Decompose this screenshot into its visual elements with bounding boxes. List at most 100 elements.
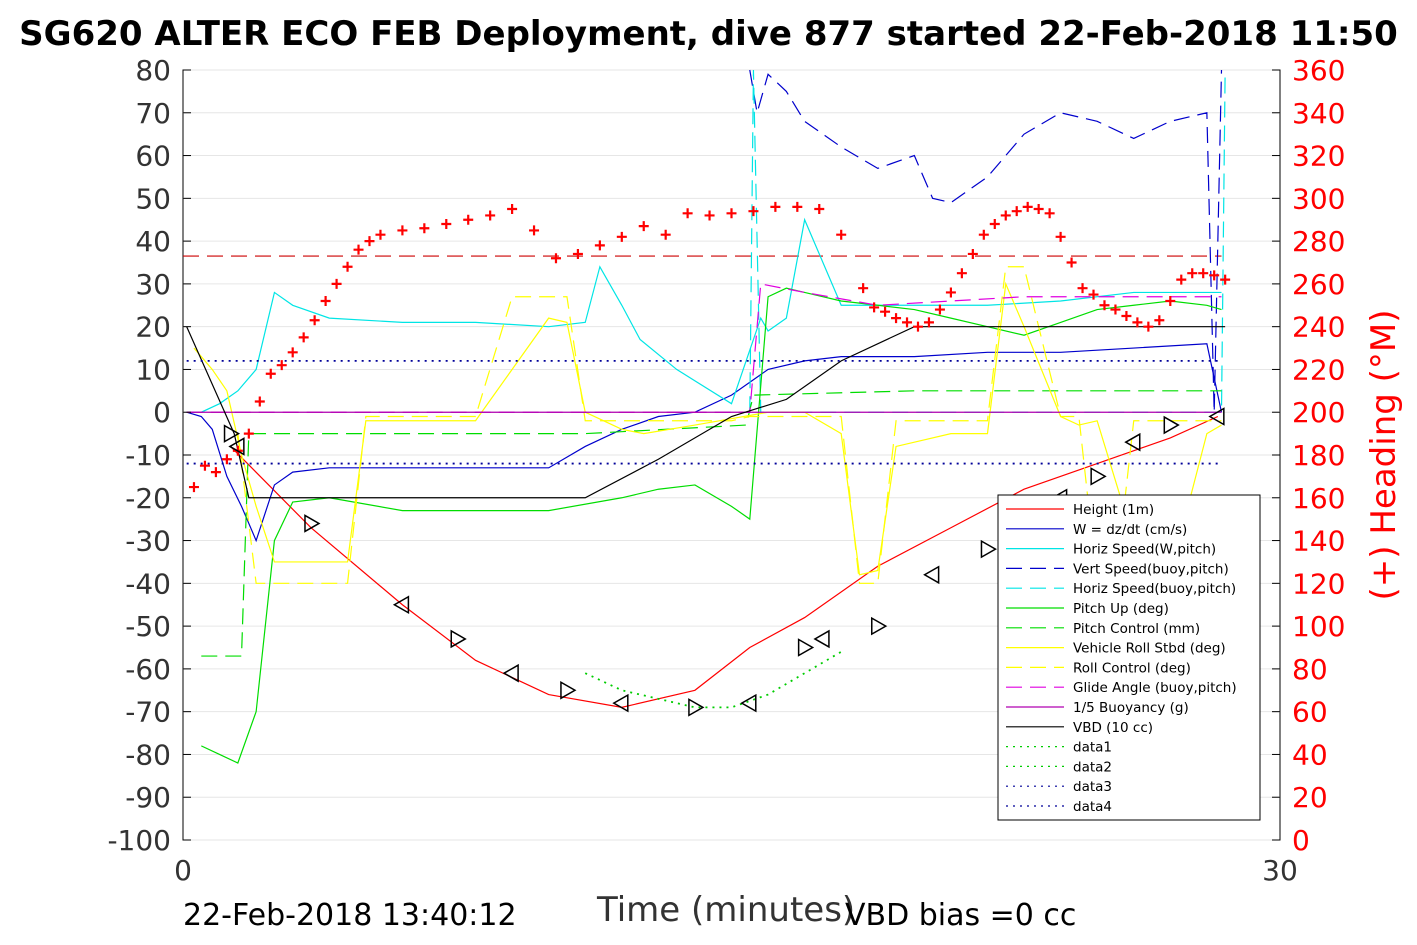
y-tick-label: -20: [125, 482, 171, 515]
heading-point: [320, 296, 331, 306]
heading-point: [507, 204, 518, 215]
right-tick-label: 100: [1292, 610, 1345, 643]
heading-point: [397, 225, 408, 236]
y-tick-label: 60: [135, 140, 171, 173]
triangle-marker: [1163, 415, 1180, 435]
legend-label: data1: [1073, 740, 1112, 756]
heading-point: [1220, 274, 1231, 285]
triangle-marker: [923, 565, 940, 585]
legend-label: Height (1m): [1073, 502, 1154, 518]
y-tick-label: 40: [135, 225, 171, 258]
right-tick-label: 260: [1292, 268, 1345, 301]
heading-point: [1165, 296, 1176, 306]
series-data1: [584, 651, 842, 709]
heading-point: [682, 208, 693, 219]
triangle-marker: [1208, 407, 1225, 426]
heading-point: [1055, 231, 1066, 242]
triangle-marker: [450, 629, 467, 649]
heading-point: [1198, 268, 1209, 279]
heading-point: [364, 236, 375, 247]
triangle-marker: [871, 616, 888, 636]
series-horiz-speed-w-pitch: [186, 217, 1222, 413]
heading-point: [287, 347, 298, 358]
heading-point: [869, 302, 880, 313]
heading-point: [353, 244, 364, 255]
heading-point: [188, 482, 199, 493]
heading-point: [858, 283, 869, 294]
vbd-bias: VBD bias =0 cc: [845, 898, 1077, 933]
right-tick-label: 60: [1292, 696, 1328, 729]
heading-point: [748, 206, 759, 217]
series-pitch-control-mm: [201, 390, 1222, 657]
legend-label: Roll Control (deg): [1073, 660, 1191, 676]
heading-point: [880, 306, 891, 317]
right-y-ticks: 3603403203002802602402202001801601401201…: [1272, 54, 1345, 857]
heading-point: [1022, 201, 1033, 212]
y-tick-label: 30: [135, 268, 171, 301]
heading-point: [419, 223, 430, 234]
heading-point: [923, 317, 934, 328]
heading-point: [616, 231, 627, 242]
heading-point: [978, 229, 989, 240]
right-tick-label: 140: [1292, 525, 1345, 558]
heading-point: [638, 221, 649, 232]
legend-label: data3: [1073, 779, 1112, 795]
heading-point: [298, 332, 309, 343]
triangle-markers: [223, 407, 1225, 717]
y-tick-label: -60: [125, 653, 171, 686]
right-tick-label: 180: [1292, 439, 1345, 472]
heading-point: [726, 208, 737, 219]
triangle-marker: [813, 629, 830, 649]
y-tick-label: -40: [125, 567, 171, 600]
legend-label: Pitch Control (mm): [1073, 621, 1200, 637]
heading-point: [891, 313, 902, 324]
triangle-marker: [304, 514, 321, 533]
heading-point: [375, 229, 386, 240]
series-vbd-10-cc: [186, 326, 1226, 499]
heading-point: [331, 278, 342, 289]
heading-point: [243, 428, 254, 439]
right-tick-label: 300: [1292, 182, 1345, 215]
heading-point: [1143, 321, 1154, 332]
right-tick-label: 80: [1292, 653, 1328, 686]
right-y-axis-label: (+) Heading (°M): [1364, 310, 1404, 601]
triangle-marker: [392, 595, 410, 615]
heading-point: [956, 268, 967, 279]
heading-point: [309, 315, 320, 326]
triangle-marker: [228, 437, 245, 456]
heading-markers: [188, 201, 1231, 493]
y-tick-label: -10: [125, 439, 171, 472]
heading-point: [989, 219, 1000, 229]
legend-label: 1/5 Buoyancy (g): [1073, 700, 1189, 716]
heading-point: [1110, 304, 1121, 315]
heading-point: [792, 201, 803, 212]
heading-point: [814, 204, 825, 215]
heading-point: [967, 248, 978, 259]
heading-point: [199, 460, 210, 471]
triangle-marker: [740, 693, 757, 713]
heading-point: [945, 287, 956, 298]
heading-point: [1077, 283, 1088, 294]
triangle-marker: [980, 539, 997, 559]
triangle-marker: [688, 698, 705, 717]
series-lines: [186, 69, 1226, 764]
legend-label: Vehicle Roll Stbd (deg): [1073, 641, 1226, 657]
heading-point: [1121, 310, 1132, 321]
legend-label: Glide Angle (buoy,pitch): [1073, 680, 1237, 696]
heading-point: [704, 210, 715, 221]
heading-point: [550, 253, 561, 264]
y-tick-label: -70: [125, 696, 171, 729]
right-tick-label: 240: [1292, 311, 1345, 344]
heading-point: [1132, 317, 1143, 328]
heading-point: [210, 467, 221, 478]
y-tick-label: 50: [135, 182, 171, 215]
right-tick-label: 320: [1292, 140, 1345, 173]
heading-point: [1209, 270, 1220, 281]
heading-point: [902, 317, 913, 328]
legend-label: VBD (10 cc): [1073, 720, 1153, 736]
triangle-marker: [1124, 432, 1141, 452]
heading-point: [1176, 274, 1187, 285]
heading-point: [1066, 257, 1077, 268]
heading-point: [1044, 208, 1055, 219]
